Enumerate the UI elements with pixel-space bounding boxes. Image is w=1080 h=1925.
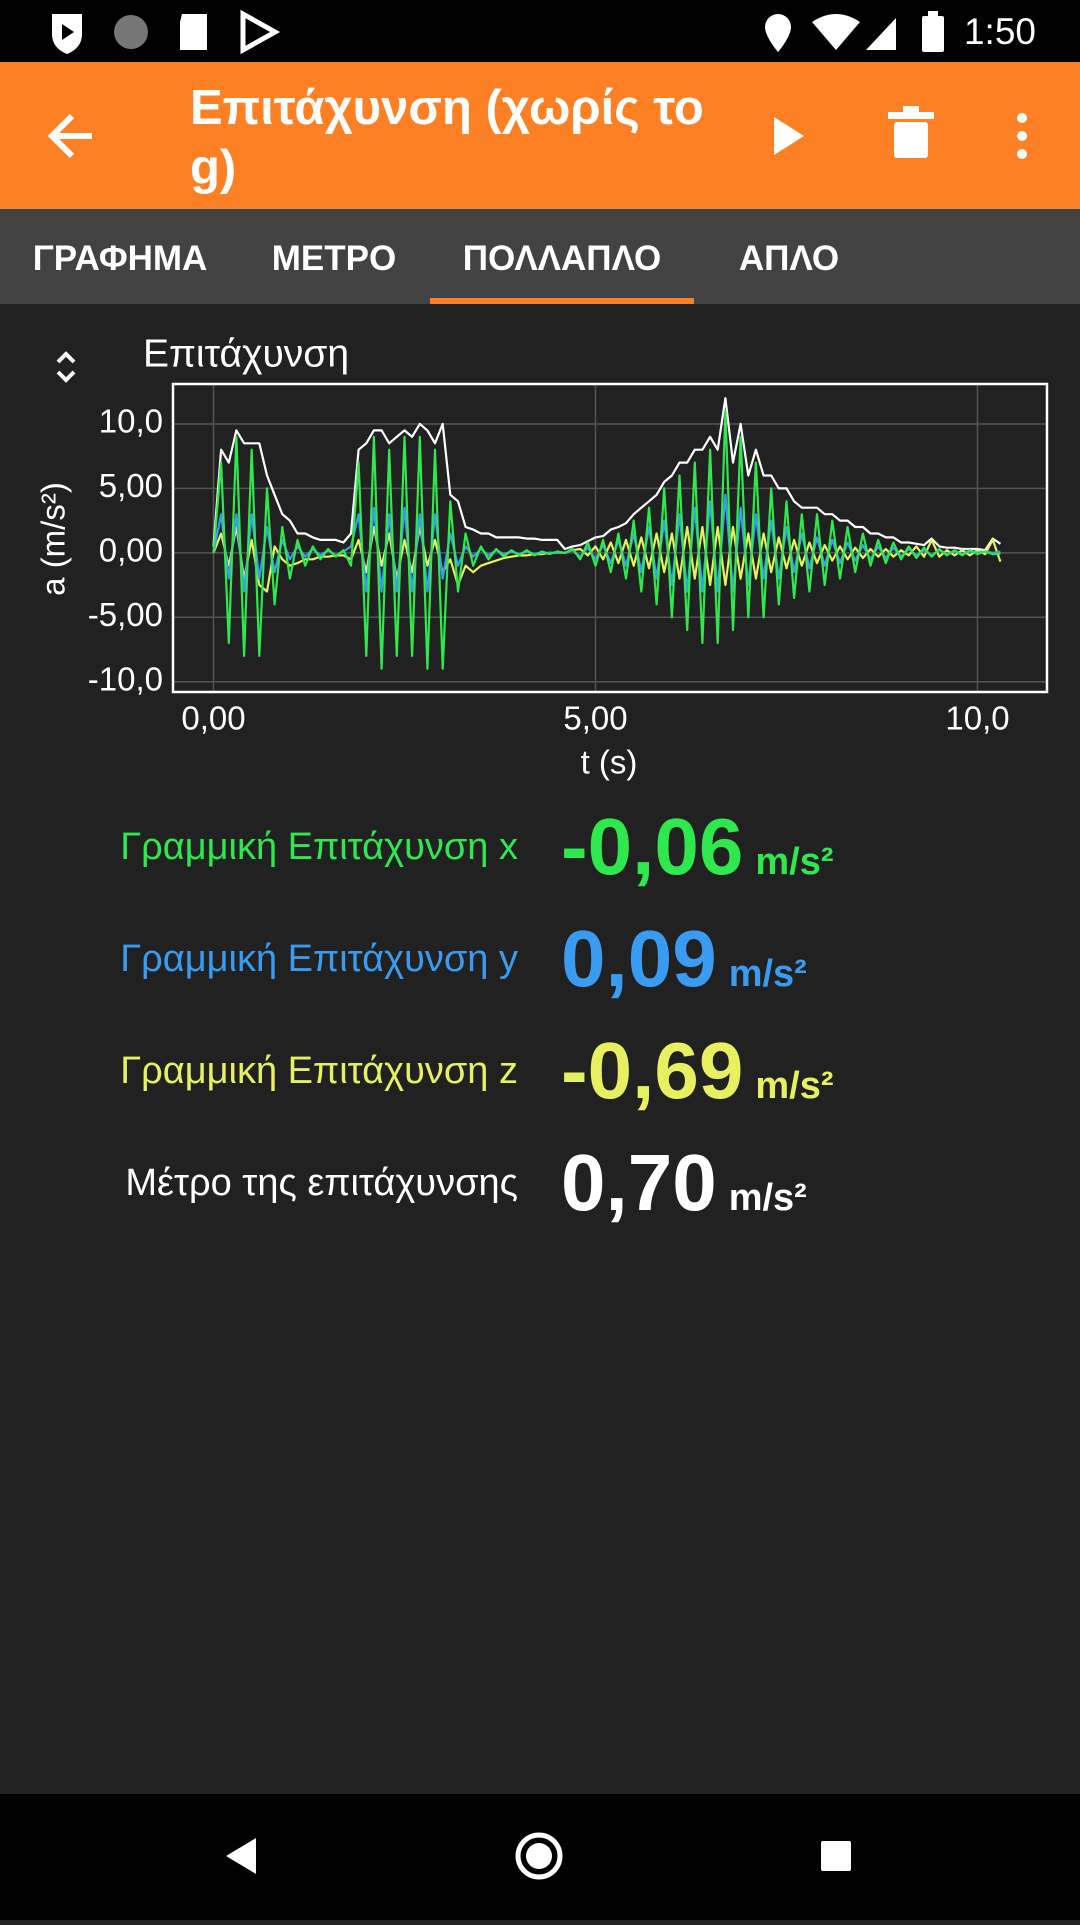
battery-tip: [928, 11, 938, 17]
shield-play: [62, 24, 74, 40]
y-tick-label: -10,0: [88, 660, 163, 697]
readout-value-box: -0,06 m/s²: [561, 792, 833, 902]
tab[interactable]: ΜΕΤΡΟ: [271, 239, 397, 278]
nav-back[interactable]: [226, 1838, 256, 1874]
nav-home[interactable]: [515, 1832, 563, 1880]
y-tick-label: 10,0: [99, 403, 163, 440]
x-tick-label: 0,00: [181, 700, 245, 737]
readout-row: Γραμμική Επιτάχυνση z -0,69 m/s²: [0, 1016, 1080, 1126]
tab-bar: ΓΡΑΦΗΜΑ ΜΕΤΡΟ ΠΟΛΛΑΠΛΟ ΑΠΛΟ: [0, 209, 1080, 304]
x-tick-label: 5,00: [563, 700, 627, 737]
menu-dot: [1017, 131, 1027, 141]
data-line: [212, 397, 1002, 552]
nav-recents[interactable]: [821, 1841, 851, 1871]
status-icons: 1:50: [52, 9, 1036, 55]
readout-value: 0,70: [561, 1138, 717, 1227]
sync-icon: [114, 15, 148, 49]
chart: Επιτάχυνση -10,0 -5,00 0,00 5,00 10,0 0,00 5,0…: [35, 332, 1049, 781]
delete-button[interactable]: [894, 122, 928, 158]
readout-row: Μέτρο της επιτάχυνσης 0,70 m/s²: [0, 1128, 1080, 1238]
tab[interactable]: ΠΟΛΛΑΠΛΟ: [462, 239, 662, 278]
toolbar-title: Επιτάχυνση (χωρίς το g): [190, 81, 704, 195]
y-tick-label: -5,00: [88, 596, 163, 633]
tab[interactable]: ΓΡΑΦΗΜΑ: [32, 239, 208, 278]
readout-value: -0,06: [561, 802, 744, 891]
plot-frame: [171, 382, 1049, 694]
menu-button[interactable]: [1017, 113, 1027, 123]
data-line: [212, 525, 1002, 593]
status-bar: 1:50: [0, 0, 1080, 62]
plot-lines: [212, 397, 1002, 670]
chart-title: Επιτάχυνση: [143, 332, 349, 375]
delete-lid: [888, 112, 934, 119]
readout-unit: m/s²: [728, 953, 807, 995]
delete-handle: [903, 106, 919, 112]
readout-unit: m/s²: [755, 1065, 834, 1107]
readout-value: -0,69: [561, 1026, 744, 1115]
wifi-icon: [812, 14, 860, 50]
tab-indicator: [430, 298, 694, 304]
play-button[interactable]: [774, 117, 804, 155]
y-axis-label: a (m/s²): [35, 482, 72, 596]
readout-label: Γραμμική Επιτάχυνση y: [120, 938, 518, 980]
nav-icons: [226, 1832, 851, 1880]
signal-icon: [866, 18, 896, 50]
readout-row: Γραμμική Επιτάχυνση y 0,09 m/s²: [0, 904, 1080, 1014]
readout-label: Μέτρο της επιτάχυνσης: [125, 1162, 518, 1204]
store-icon: [240, 9, 281, 55]
data-line: [212, 410, 1001, 670]
readout-unit: m/s²: [728, 1177, 807, 1219]
x-axis-label: t (s): [581, 744, 638, 781]
readout-value-box: -0,69 m/s²: [561, 1016, 833, 1126]
toolbar-icons: [47, 106, 1027, 159]
readout-unit: m/s²: [755, 841, 834, 883]
sd-icon: [180, 14, 207, 50]
toolbar: [0, 62, 1080, 209]
expand-button[interactable]: [56, 351, 76, 383]
data-line: [212, 493, 1001, 593]
nav-home-dot: [526, 1843, 552, 1869]
back-button[interactable]: [47, 113, 92, 159]
readout-label: Γραμμική Επιτάχυνση z: [120, 1050, 518, 1092]
readout-label: Γραμμική Επιτάχυνση x: [120, 826, 518, 868]
readout-row: Γραμμική Επιτάχυνση x -0,06 m/s²: [0, 792, 1080, 902]
readout-value: 0,09: [561, 914, 717, 1003]
battery-icon: [922, 16, 944, 52]
readout-value-box: 0,70 m/s²: [561, 1128, 807, 1238]
location-icon: [765, 14, 791, 52]
menu-dot: [1017, 149, 1027, 159]
y-tick-label: 0,00: [99, 532, 163, 569]
navigation-bar: [0, 1794, 1080, 1920]
y-tick-label: 5,00: [99, 467, 163, 504]
tab[interactable]: ΑΠΛΟ: [738, 239, 840, 278]
clock: 1:50: [964, 11, 1036, 52]
readout-value-box: 0,09 m/s²: [561, 904, 807, 1014]
x-tick-label: 10,0: [945, 700, 1009, 737]
